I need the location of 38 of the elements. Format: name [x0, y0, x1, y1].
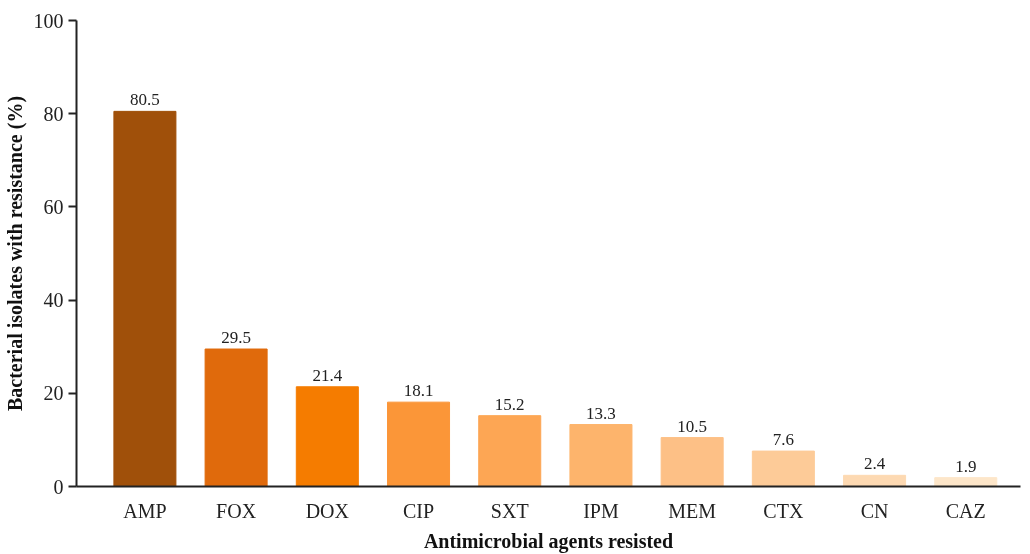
data-label: 21.4	[312, 365, 343, 385]
data-label: 2.4	[863, 454, 886, 474]
x-tick-label: SXT	[490, 499, 529, 522]
data-label: 10.5	[677, 416, 708, 436]
x-tick-label: MEM	[668, 499, 717, 522]
bar	[295, 386, 359, 487]
data-label: 29.5	[221, 328, 251, 348]
bar	[478, 415, 542, 487]
data-label: 80.5	[130, 90, 160, 110]
x-tick-label: CAZ	[945, 499, 986, 522]
data-label: 7.6	[772, 430, 794, 450]
x-tick-label: IPM	[583, 499, 619, 522]
bar	[843, 474, 907, 487]
data-label: 15.2	[494, 394, 525, 414]
bar	[934, 477, 998, 487]
y-tick-label: 20	[43, 382, 64, 405]
x-tick-label: CTX	[763, 499, 804, 522]
bar	[660, 437, 724, 487]
y-tick-label: 40	[43, 289, 64, 312]
x-tick-label: DOX	[305, 499, 350, 522]
bar	[113, 110, 177, 487]
bar	[751, 450, 815, 487]
y-tick-label: 80	[43, 102, 64, 125]
y-axis-title: Bacterial isolates with resistance (%)	[3, 95, 27, 412]
data-label: 18.1	[403, 381, 434, 401]
bar	[569, 424, 633, 487]
x-axis-title: Antimicrobial agents resisted	[423, 529, 674, 553]
data-label: 1.9	[955, 456, 977, 476]
x-tick-label: CN	[860, 499, 889, 522]
bar	[387, 401, 451, 487]
y-tick-label: 0	[53, 475, 64, 498]
x-tick-label: FOX	[216, 499, 257, 522]
data-label: 13.3	[586, 403, 616, 423]
bar	[204, 348, 268, 487]
y-tick-label: 60	[43, 195, 64, 218]
x-tick-label: CIP	[402, 499, 435, 522]
x-tick-label: AMP	[123, 499, 167, 522]
y-tick-label: 100	[33, 9, 64, 32]
